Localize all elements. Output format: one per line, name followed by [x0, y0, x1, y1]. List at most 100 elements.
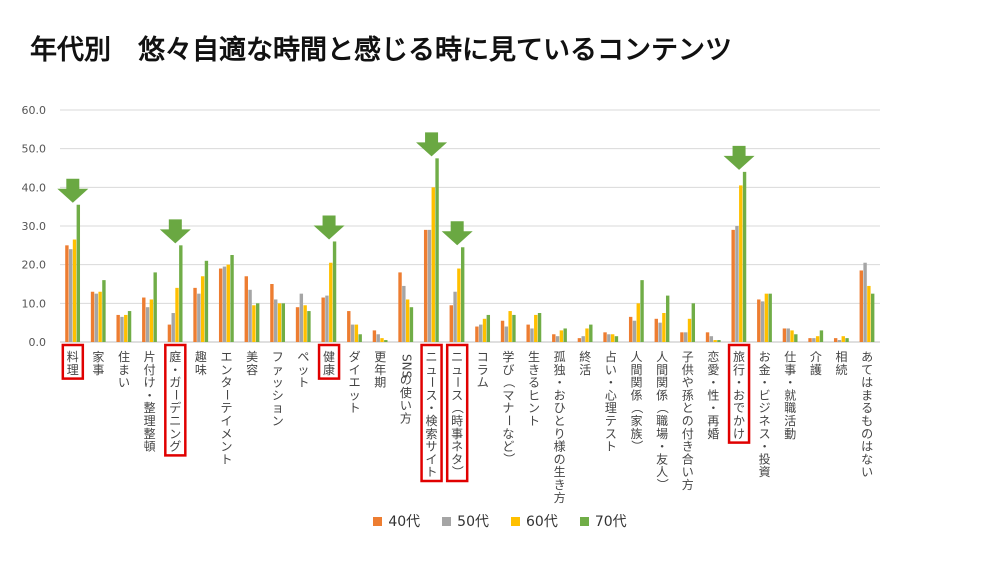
x-tick-label-part: ッ: [349, 388, 361, 402]
bar: [153, 272, 157, 342]
bar: [632, 320, 637, 342]
x-tick-label-part: サ: [426, 440, 438, 454]
x-tick-label-part: り: [554, 427, 566, 441]
bar: [98, 291, 102, 342]
x-tick-label-part: い: [118, 376, 130, 390]
bar: [603, 332, 607, 342]
bar: [735, 226, 739, 342]
bar: [332, 241, 337, 342]
bar: [255, 303, 260, 342]
x-tick-label-part: （: [630, 402, 644, 414]
y-tick-label: 60.0: [22, 104, 47, 117]
down-arrow-icon: [723, 145, 755, 170]
x-tick-label-part: 事: [451, 427, 463, 441]
x-tick-label-part: 心: [605, 388, 617, 402]
bar: [90, 291, 95, 342]
bar: [581, 336, 585, 342]
x-tick-label-part: ・: [707, 376, 719, 390]
x-tick-label-part: 合: [682, 451, 694, 466]
bar: [731, 229, 735, 342]
bar: [808, 338, 812, 342]
x-tick-label-part: ョ: [272, 401, 284, 415]
x-tick-label-part: は: [861, 376, 873, 390]
x-tick-label-part: 係: [631, 388, 643, 402]
x-tick-label-part: 事: [92, 363, 104, 377]
legend-swatch: [373, 516, 383, 526]
bar: [742, 171, 747, 342]
x-tick-label-part: ジ: [759, 401, 771, 415]
bar: [610, 334, 615, 342]
bar: [65, 245, 69, 342]
x-tick-label-part: 恋: [707, 349, 719, 364]
x-tick-label-part: 愛: [707, 363, 719, 377]
x-tick-label-part: （: [451, 402, 465, 414]
bar: [431, 187, 435, 342]
x-tick-label: 趣味: [195, 349, 207, 377]
x-tick-label-part: び: [502, 363, 514, 377]
x-tick-label-part: 検: [426, 414, 438, 428]
bar: [354, 324, 359, 342]
x-tick-label: 健康: [323, 350, 335, 377]
bar: [372, 330, 377, 342]
x-tick-label-part: ニ: [426, 350, 438, 364]
x-tick-label-part: や: [682, 376, 694, 390]
x-tick-label-part: 護: [810, 362, 822, 377]
bar: [179, 245, 183, 342]
bar: [116, 314, 120, 342]
bar: [555, 336, 560, 342]
x-tick-label-part: な: [502, 427, 514, 441]
x-tick-label-part: ン: [221, 363, 233, 377]
bar: [713, 340, 717, 342]
bar: [845, 338, 849, 342]
bar: [200, 276, 205, 342]
bar: [252, 305, 256, 342]
highlight-box: [317, 343, 341, 380]
x-tick-label-part: ・: [656, 440, 668, 454]
x-tick-label-part: 片: [144, 350, 156, 364]
x-tick-label-part: の: [400, 373, 412, 387]
bar: [577, 338, 582, 342]
x-tick-label-part: マ: [502, 388, 514, 402]
bar: [500, 320, 505, 342]
x-tick-label-part: ネ: [451, 440, 463, 454]
legend-item: 70代: [579, 511, 627, 531]
bar: [870, 293, 875, 342]
x-tick-label-part: 動: [784, 427, 796, 441]
x-tick-label-part: 方: [400, 410, 412, 425]
bar: [142, 297, 146, 342]
x-tick-label-part: ュ: [426, 363, 438, 377]
x-tick-label-part: ・: [605, 376, 617, 390]
x-tick-label-part: ス: [451, 388, 463, 402]
x-tick-label-part: 続: [836, 363, 848, 377]
x-tick-label-part: も: [861, 414, 873, 428]
x-tick-label-part: ・: [169, 363, 181, 377]
bar: [654, 318, 658, 342]
bar: [204, 260, 209, 342]
x-tick-label-part: イ: [221, 414, 233, 428]
x-tick-label-part: ・: [554, 376, 566, 390]
bar: [277, 303, 282, 342]
x-tick-label-part: 整: [144, 400, 156, 415]
x-tick-label-part: 容: [246, 362, 258, 377]
bar: [307, 311, 311, 342]
x-tick-label-part: ナ: [502, 401, 514, 415]
bar: [537, 313, 542, 342]
x-tick-label-part: の: [682, 414, 694, 428]
bar: [504, 326, 509, 342]
bar: [559, 330, 564, 342]
x-tick-label-part: 金: [759, 362, 771, 377]
legend-swatch: [579, 516, 589, 526]
bar: [274, 299, 278, 342]
x-tick-label-part: ト: [297, 376, 309, 390]
x-tick-label-part: 家: [631, 413, 643, 428]
legend-item: 60代: [511, 511, 558, 531]
x-tick-label-part: コ: [477, 350, 489, 364]
bar: [508, 311, 512, 342]
x-tick-label-part: い: [861, 465, 873, 479]
